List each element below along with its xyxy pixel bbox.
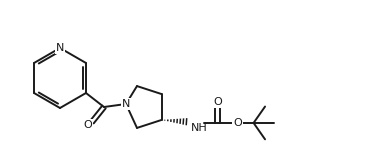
Text: NH: NH [190,123,207,133]
Text: N: N [56,43,64,53]
Text: N: N [122,99,130,109]
Text: O: O [213,97,222,107]
Text: O: O [233,118,242,128]
Text: O: O [84,120,92,130]
